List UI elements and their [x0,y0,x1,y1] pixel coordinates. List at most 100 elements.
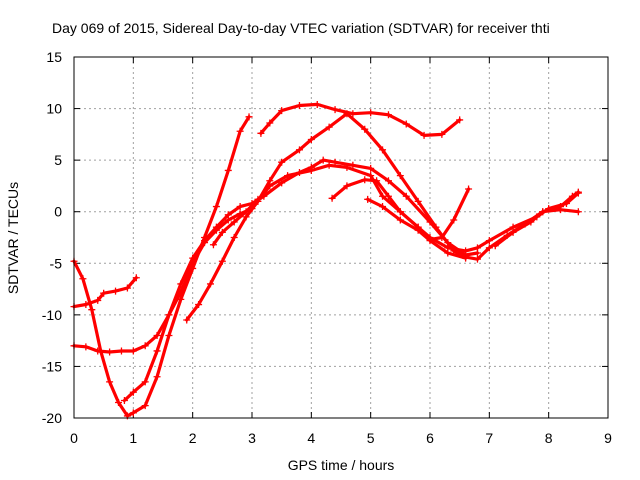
data-point [88,306,96,314]
data-point [257,129,265,137]
data-point [473,255,481,263]
data-point [165,331,173,339]
data-point [574,208,582,216]
data-point [218,228,226,236]
data-point [325,123,333,131]
data-point [278,179,286,187]
data-point [379,192,387,200]
y-tick-label: 5 [54,152,62,168]
data-point [106,348,114,356]
data-point [373,177,381,185]
data-point [414,226,422,234]
series-trace [122,158,480,403]
data-point [473,249,481,257]
data-point [212,223,220,231]
data-point [485,237,493,245]
data-point [402,192,410,200]
data-point [307,136,315,144]
y-tick-label: 15 [46,49,62,65]
x-tick-label: 6 [426,430,434,446]
series-arc-6 [209,195,262,249]
y-tick-label: -20 [42,410,62,426]
data-point [491,242,499,250]
data-point [189,254,197,262]
data-point [343,182,351,190]
data-point [539,208,547,216]
data-point [206,280,214,288]
x-tick-label: 2 [189,430,197,446]
data-point [319,156,327,164]
data-point [183,316,191,324]
data-point [132,274,140,282]
data-point [153,373,161,381]
data-point [100,289,108,297]
data-point [367,109,375,117]
data-series [70,100,582,420]
x-axis-label: GPS time / hours [288,457,395,473]
data-point [278,107,286,115]
x-tick-label: 4 [307,430,315,446]
data-point [438,234,446,241]
data-point [465,185,473,193]
chart-title: Day 069 of 2015, Sidereal Day-to-day VTE… [52,20,550,36]
data-point [384,192,392,200]
data-point [201,237,209,245]
data-point [364,195,372,203]
data-point [328,194,336,202]
data-point [557,203,565,211]
data-point [153,331,161,339]
data-point [379,146,387,154]
data-point [112,287,120,295]
data-point [230,218,238,226]
x-tick-label: 3 [248,430,256,446]
data-point [313,100,321,108]
data-point [82,343,90,351]
x-tick-labels: 0 1 2 3 4 5 6 7 8 9 [70,430,612,446]
data-point [82,301,90,309]
data-point [129,409,137,417]
data-point [438,130,446,138]
data-point [177,280,185,288]
data-point [396,172,404,180]
data-point [212,203,220,211]
data-point [218,257,226,265]
y-tick-label: -5 [50,255,63,271]
y-tick-label: 10 [46,101,62,117]
data-point [141,402,149,410]
data-point [224,211,232,219]
data-point [527,218,535,226]
data-point [331,106,339,114]
data-point [123,284,131,292]
data-point [325,161,333,169]
data-point [568,192,576,200]
data-point [79,275,87,283]
data-point [266,119,274,127]
data-point [115,399,122,407]
data-point [153,347,161,355]
y-axis-label: SDTVAR / TECUs [5,182,21,294]
data-point [236,127,244,135]
x-tick-label: 1 [129,430,137,446]
data-point [129,388,137,396]
data-point [331,158,339,166]
data-point [396,208,404,216]
data-point [574,188,582,196]
data-point [402,120,410,128]
data-point [384,111,392,119]
data-point [245,113,253,121]
data-point [209,241,217,249]
data-point [117,347,125,355]
data-point [361,176,369,184]
series-arc-9 [364,195,470,262]
data-point [456,116,464,124]
data-point [450,216,458,224]
series-arc-10 [491,188,582,250]
data-point [295,101,303,109]
data-point [195,301,203,309]
data-point [379,203,387,211]
data-point [432,223,440,231]
data-point [254,195,262,203]
data-point [165,311,173,319]
data-point [230,234,238,241]
